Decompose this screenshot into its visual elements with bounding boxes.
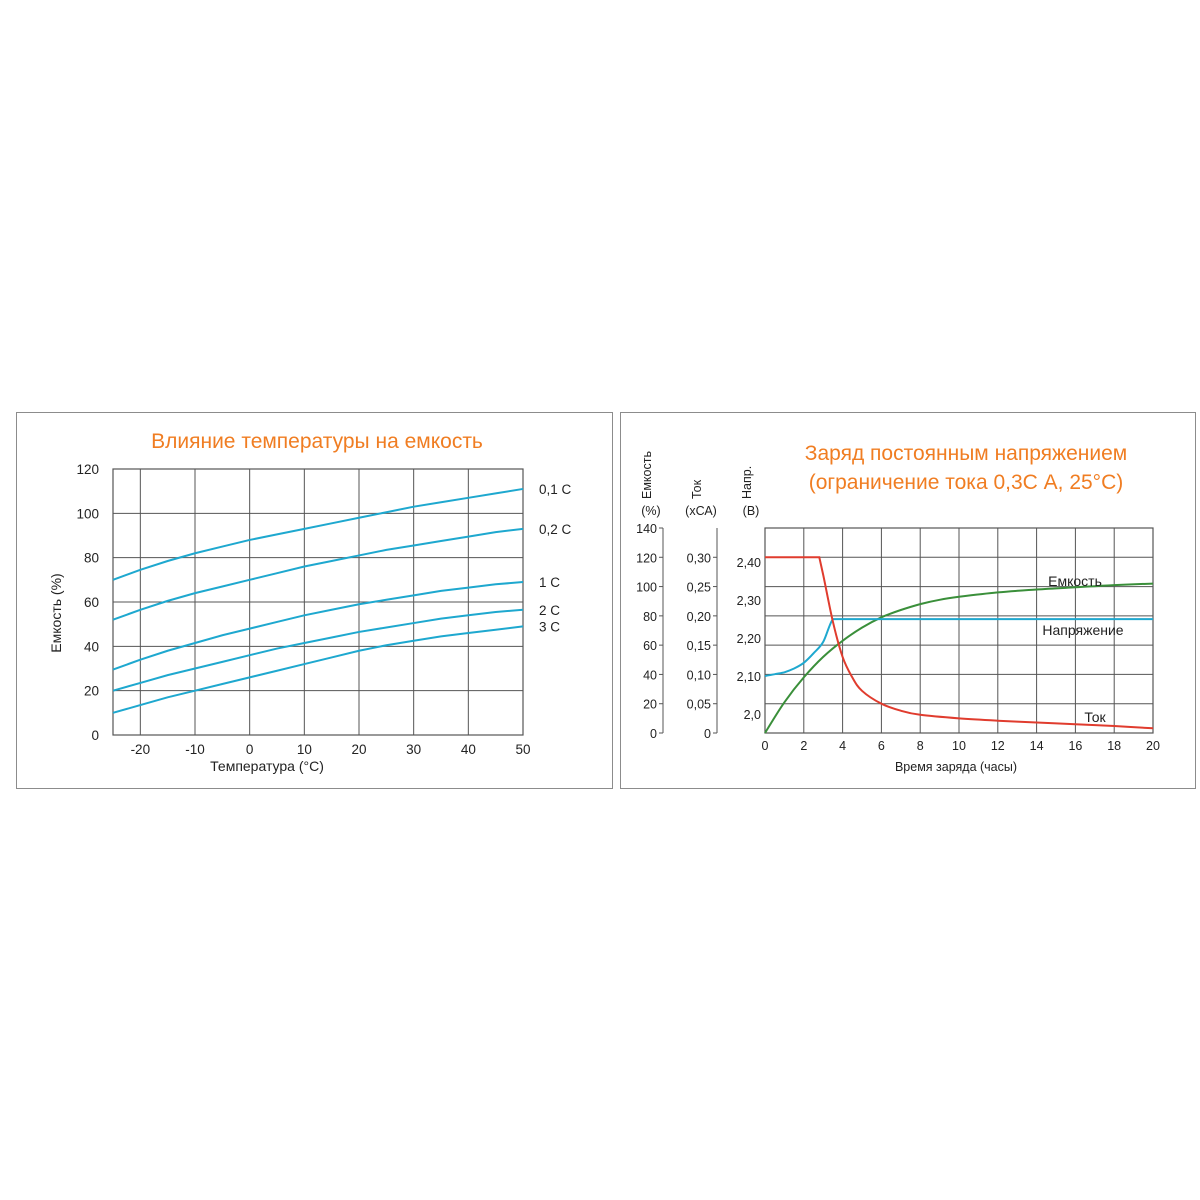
x-tick-label: 8: [917, 739, 924, 753]
series-label: Напряжение: [1042, 622, 1123, 638]
y-axis-label: Емкость (%): [48, 573, 64, 652]
y-tick-label: 40: [643, 668, 657, 682]
chart-title: Влияние температуры на емкость: [151, 430, 483, 453]
x-tick-label: 12: [991, 739, 1005, 753]
axis-header-name: Емкость: [640, 451, 654, 499]
x-axis-label: Время заряда (часы): [895, 760, 1017, 774]
axis-header-unit: (В): [743, 504, 760, 518]
y-tick-label: 0: [91, 728, 99, 743]
series-labels: 0,1 C 0,2 C 1 C 2 C3 C: [539, 482, 572, 634]
y-tick-label: 2,10: [737, 670, 761, 684]
y-tick-label: 2,20: [737, 632, 761, 646]
y-tick-label: 0,15: [687, 639, 711, 653]
series-label: 1 C: [539, 575, 560, 590]
series-lines: [112, 487, 524, 714]
y-tick-label: 2,40: [737, 556, 761, 570]
x-tick-label: 6: [878, 739, 885, 753]
constant-voltage-charge-panel: Заряд постоянным напряжением (ограничени…: [620, 412, 1196, 789]
series-line-4: [112, 608, 524, 692]
constant-voltage-charge-chart: Заряд постоянным напряжением (ограничени…: [636, 442, 1160, 774]
y-tick-label: 0: [650, 727, 657, 741]
x-tick-label: 50: [515, 742, 530, 757]
x-tick-label: 30: [406, 742, 421, 757]
x-tick-label: 20: [1146, 739, 1160, 753]
series-labels: Емкость Напряжение Ток: [1042, 573, 1123, 725]
series-label: Ток: [1084, 709, 1106, 725]
y-tick-label: 120: [636, 551, 657, 565]
y-tick-label: 2,30: [737, 594, 761, 608]
x-tick-label: -10: [185, 742, 205, 757]
y-tick-label: 60: [84, 595, 99, 610]
series-line-2: [764, 618, 1153, 678]
series-line-3: [112, 581, 524, 671]
series-line-3: [765, 556, 1154, 730]
axis-ticks: -20 -10 0 10 20 30 40 50 0 20 40 60 80 100 120: [76, 462, 530, 757]
y-tick-label: 80: [84, 551, 99, 566]
temperature-capacity-panel: Влияние температуры на емкость -20 -10 0 10…: [16, 412, 613, 789]
axis-headers: Емкость (%) Ток (хСА) Напр. (В): [640, 451, 759, 518]
series-line-2: [112, 527, 524, 621]
x-tick-label: 18: [1107, 739, 1121, 753]
axis-header-name: Напр.: [740, 466, 754, 499]
chart-title: Заряд постоянным напряжением: [805, 442, 1127, 465]
y-tick-label: 60: [643, 639, 657, 653]
y-tick-label: 0,20: [687, 610, 711, 624]
temperature-capacity-chart: Влияние температуры на емкость -20 -10 0 10…: [48, 430, 572, 774]
series-label: 3 C: [539, 619, 560, 634]
y-tick-label: 100: [636, 581, 657, 595]
y-tick-label: 40: [84, 639, 99, 654]
axis-header-name: Ток: [690, 479, 704, 499]
series-line-1: [112, 487, 524, 581]
x-axis-label: Температура (°C): [210, 758, 324, 774]
x-tick-label: 16: [1068, 739, 1082, 753]
axis-header-unit: (хСА): [685, 504, 717, 518]
y-tick-label: 140: [636, 522, 657, 536]
series-label: Емкость: [1048, 573, 1102, 589]
x-tick-label: -20: [131, 742, 151, 757]
series-label: 0,2 C: [539, 522, 572, 537]
y-tick-label: 0,30: [687, 551, 711, 565]
y-tick-label: 120: [76, 462, 99, 477]
series-line-1: [764, 582, 1154, 734]
y-tick-label: 2,0: [744, 708, 761, 722]
x-tick-label: 20: [351, 742, 366, 757]
x-tick-label: 10: [297, 742, 312, 757]
x-tick-label: 40: [461, 742, 476, 757]
x-tick-label: 0: [246, 742, 254, 757]
y-tick-label: 0,25: [687, 581, 711, 595]
x-tick-label: 14: [1030, 739, 1044, 753]
y-tick-label: 0,10: [687, 668, 711, 682]
y-tick-label: 0: [704, 727, 711, 741]
x-tick-label: 4: [839, 739, 846, 753]
y-tick-label: 20: [643, 698, 657, 712]
axis-ticks: 0 2 4 6 8 10 12 14 16 18 20 0 20 40 60 80 100 120 140 0 0,05…: [636, 522, 1160, 753]
series-line-5: [112, 625, 524, 714]
series-label: 0,1 C: [539, 482, 572, 497]
x-tick-label: 0: [762, 739, 769, 753]
y-tick-label: 100: [76, 506, 99, 521]
chart-subtitle: (ограничение тока 0,3С А, 25°С): [809, 471, 1124, 494]
series-lines: [764, 556, 1154, 734]
y-tick-label: 20: [84, 684, 99, 699]
series-label: 2 C: [539, 603, 560, 618]
x-tick-label: 10: [952, 739, 966, 753]
y-tick-label: 0,05: [687, 698, 711, 712]
y-tick-label: 80: [643, 610, 657, 624]
axis-header-unit: (%): [641, 504, 660, 518]
grid: [659, 527, 1154, 734]
x-tick-label: 2: [800, 739, 807, 753]
